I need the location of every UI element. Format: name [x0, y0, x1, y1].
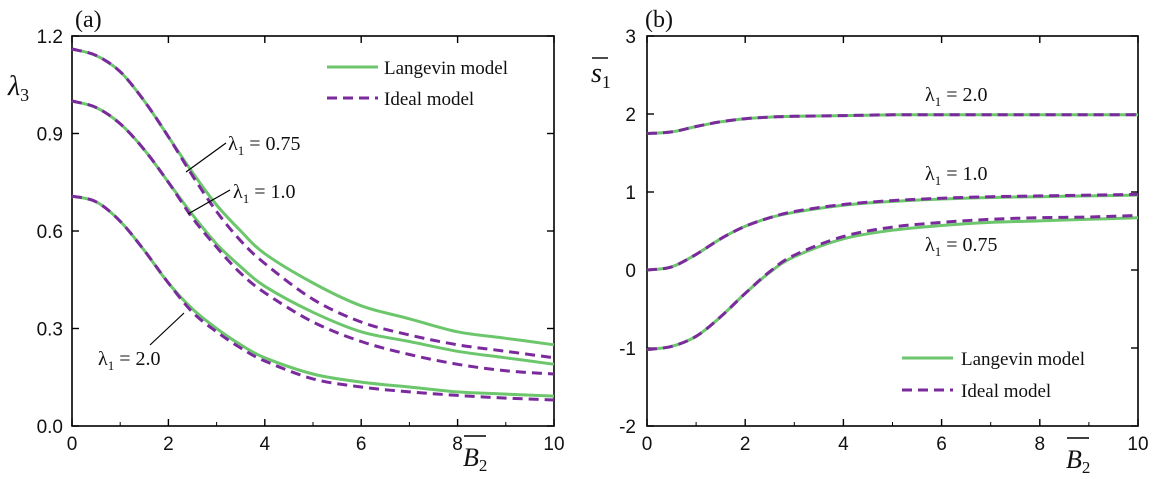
x-tick-label-a-2: 4	[260, 434, 271, 455]
x-axis-label-a: B2	[463, 443, 487, 475]
y-tick-label-b-1: -1	[619, 339, 636, 360]
annotation-a-lambda-075: λ1 = 0.75	[228, 133, 300, 158]
panel-b: 0 2 4 6 8 10 -2 -1 0 1 2 3 (b) s1 B2 Langevin model…	[591, 7, 1149, 477]
x-axis-label-b: B2	[1066, 445, 1090, 477]
x-tick-label-b-2: 4	[838, 434, 849, 455]
annotation-leader-a-075	[185, 142, 227, 173]
annotation-leader-a-10	[187, 189, 231, 215]
annotation-b-lambda-075: λ1 = 0.75	[925, 234, 997, 259]
legend-b: Langevin model Ideal model	[902, 349, 1085, 402]
series-lines-b	[646, 113, 1139, 352]
ideal-line-b-3	[646, 192, 1139, 272]
x-tick-label-a-5: 10	[543, 434, 564, 455]
axes-ticks-b: 0 2 4 6 8 10 -2 -1 0 1 2 3	[619, 27, 1148, 455]
panel-label-b: (b)	[645, 7, 673, 33]
legend-label-ideal-a: Ideal model	[384, 89, 474, 110]
y-tick-label-a-2: 0.6	[37, 222, 63, 243]
ideal-line-a-5	[71, 194, 555, 402]
legend-label-ideal-b: Ideal model	[961, 381, 1051, 402]
ideal-line-a-3	[71, 99, 555, 376]
y-tick-label-b-4: 2	[625, 105, 636, 126]
annotation-b-lambda-20: λ1 = 2.0	[925, 84, 987, 109]
axes-ticks-a: 0 2 4 6 8 10 0.0 0.3 0.6 0.9 1.2	[37, 27, 565, 455]
annotation-a-lambda-20: λ1 = 2.0	[98, 348, 160, 373]
y-tick-label-a-4: 1.2	[37, 27, 63, 48]
x-tick-label-b-0: 0	[642, 434, 653, 455]
y-tick-label-b-5: 3	[625, 27, 636, 48]
panel-label-a: (a)	[75, 7, 102, 33]
x-tick-label-a-0: 0	[67, 434, 78, 455]
y-tick-label-b-3: 1	[625, 183, 636, 204]
y-tick-label-b-2: 0	[625, 261, 636, 282]
series-lines-a	[71, 47, 555, 402]
legend-a: Langevin model Ideal model	[327, 58, 508, 110]
x-tick-label-a-4: 8	[452, 434, 463, 455]
langevin-line-a-2	[71, 99, 555, 366]
legend-label-langevin-b: Langevin model	[961, 349, 1085, 370]
x-tick-label-b-5: 10	[1127, 434, 1148, 455]
y-axis-label-a: λ3	[7, 71, 29, 105]
y-tick-label-b-0: -2	[619, 417, 636, 438]
ideal-line-a-1	[71, 47, 555, 360]
ideal-line-b-5	[646, 213, 1139, 352]
x-tick-label-b-4: 8	[1035, 434, 1046, 455]
x-tick-label-a-3: 6	[356, 434, 367, 455]
annotation-b-lambda-10: λ1 = 1.0	[925, 163, 987, 188]
legend-label-langevin-a: Langevin model	[384, 58, 508, 79]
langevin-line-b-2	[646, 193, 1139, 272]
x-tick-label-a-1: 2	[163, 434, 174, 455]
y-axis-label-b: s1	[591, 58, 611, 92]
annotation-leader-a-20	[149, 312, 185, 346]
y-tick-label-a-3: 0.9	[37, 125, 63, 146]
ideal-line-b-1	[646, 113, 1138, 135]
x-tick-label-b-1: 2	[740, 434, 751, 455]
panel-a: 0 2 4 6 8 10 0.0 0.3 0.6 0.9 1.2 (a) λ3 B2 Langevi…	[7, 7, 565, 475]
langevin-line-b-0	[646, 113, 1138, 135]
annotation-a-lambda-10: λ1 = 1.0	[233, 181, 295, 206]
y-tick-label-a-1: 0.3	[37, 320, 63, 341]
x-tick-label-b-3: 6	[936, 434, 947, 455]
y-tick-label-a-0: 0.0	[37, 417, 63, 438]
